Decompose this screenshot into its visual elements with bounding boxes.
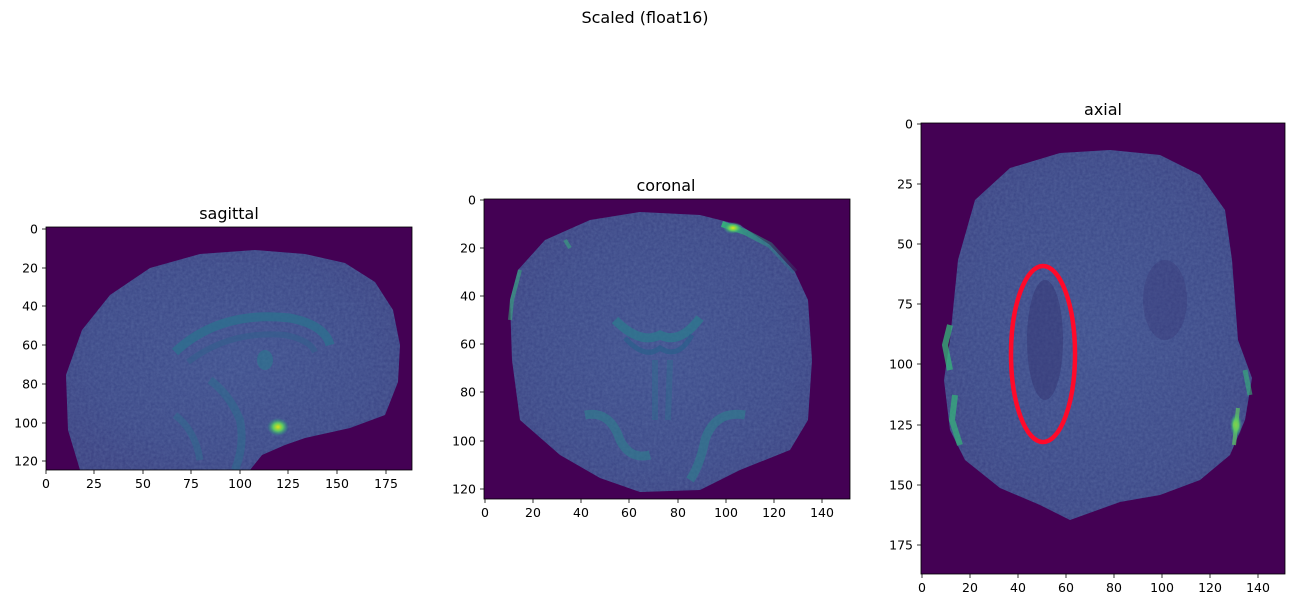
x-ticks-sagittal: 0 25 50 75 100 125 150 175 <box>42 470 398 491</box>
x-tick-label: 120 <box>1198 580 1222 595</box>
y-tick-label: 0 <box>905 117 913 132</box>
y-tick-label: 20 <box>460 241 476 256</box>
x-tick-label: 80 <box>670 505 686 520</box>
x-tick-label: 80 <box>1106 580 1122 595</box>
y-tick-label: 125 <box>889 418 913 433</box>
x-tick-label: 0 <box>42 476 50 491</box>
y-tick-label: 150 <box>889 478 913 493</box>
x-tick-label: 125 <box>276 476 300 491</box>
image-sagittal <box>46 227 412 470</box>
y-tick-label: 80 <box>22 377 38 392</box>
x-tick-label: 100 <box>714 505 738 520</box>
x-tick-label: 0 <box>481 505 489 520</box>
y-tick-label: 0 <box>30 222 38 237</box>
panel-coronal: coronal 0 20 40 60 80 100 120 140 0 20 40 60 80 100 1… <box>452 176 851 520</box>
image-coronal <box>484 199 850 499</box>
y-tick-label: 75 <box>897 297 913 312</box>
x-tick-label: 0 <box>918 580 926 595</box>
image-axial <box>921 123 1285 574</box>
panel-title-axial: axial <box>1084 100 1122 119</box>
x-tick-label: 175 <box>374 476 398 491</box>
y-tick-label: 20 <box>22 261 38 276</box>
x-tick-label: 75 <box>183 476 199 491</box>
x-tick-label: 100 <box>228 476 252 491</box>
y-tick-label: 40 <box>22 299 38 314</box>
figure-suptitle: Scaled (float16) <box>581 8 708 27</box>
x-tick-label: 120 <box>762 505 786 520</box>
y-tick-label: 60 <box>460 337 476 352</box>
y-tick-label: 0 <box>468 193 476 208</box>
x-tick-label: 40 <box>573 505 589 520</box>
y-tick-label: 100 <box>452 434 476 449</box>
y-ticks-axial: 0 25 50 75 100 125 150 175 <box>889 117 921 553</box>
x-ticks-coronal: 0 20 40 60 80 100 120 140 <box>481 499 834 520</box>
x-tick-label: 40 <box>1010 580 1026 595</box>
y-tick-label: 100 <box>889 357 913 372</box>
panel-axial: axial 0 20 40 60 80 100 120 140 0 25 50 75 100 125 15… <box>889 100 1286 595</box>
x-tick-label: 50 <box>135 476 151 491</box>
x-ticks-axial: 0 20 40 60 80 100 120 140 <box>918 574 1270 595</box>
panel-sagittal: sagittal 0 25 50 75 100 125 150 175 0 20 40 60 80 10… <box>14 204 413 491</box>
y-tick-label: 120 <box>452 482 476 497</box>
y-tick-label: 175 <box>889 538 913 553</box>
y-tick-label: 40 <box>460 289 476 304</box>
x-tick-label: 60 <box>1058 580 1074 595</box>
x-tick-label: 150 <box>325 476 349 491</box>
y-tick-label: 60 <box>22 338 38 353</box>
y-tick-label: 50 <box>897 237 913 252</box>
x-tick-label: 140 <box>1246 580 1270 595</box>
panel-title-sagittal: sagittal <box>199 204 259 223</box>
x-tick-label: 140 <box>810 505 834 520</box>
x-tick-label: 60 <box>621 505 637 520</box>
x-tick-label: 25 <box>86 476 102 491</box>
y-tick-label: 120 <box>14 454 38 469</box>
y-tick-label: 25 <box>897 177 913 192</box>
annotation-ellipse <box>1008 263 1078 445</box>
x-tick-label: 100 <box>1150 580 1174 595</box>
x-tick-label: 20 <box>525 505 541 520</box>
y-tick-label: 100 <box>14 416 38 431</box>
y-tick-label: 80 <box>460 385 476 400</box>
x-tick-label: 20 <box>962 580 978 595</box>
y-ticks-sagittal: 0 20 40 60 80 100 120 <box>14 222 46 469</box>
panel-title-coronal: coronal <box>637 176 696 195</box>
y-ticks-coronal: 0 20 40 60 80 100 120 <box>452 193 484 497</box>
